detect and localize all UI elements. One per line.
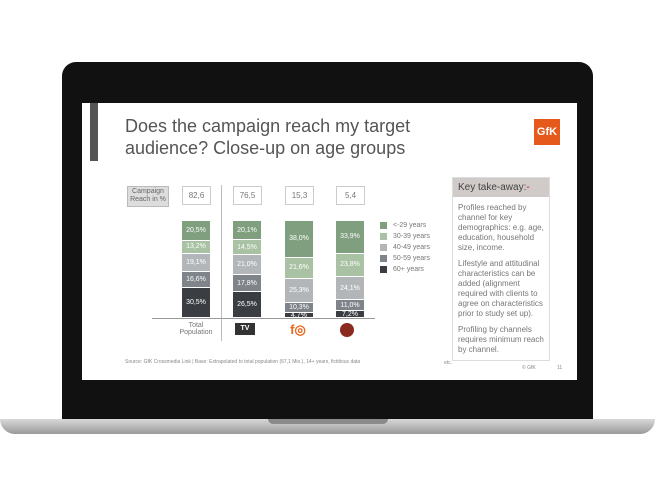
reach-value: 15,3 bbox=[285, 186, 314, 205]
etc-note: etc. bbox=[444, 360, 453, 366]
divider bbox=[221, 185, 222, 341]
legend-label: <-29 years bbox=[393, 222, 427, 229]
laptop-base bbox=[0, 419, 655, 434]
bar-segment: 11,0% bbox=[336, 300, 364, 311]
reach-value: 82,6 bbox=[182, 186, 211, 205]
legend-swatch bbox=[380, 266, 387, 273]
bar-segment: 23,8% bbox=[336, 253, 364, 277]
bar-segment: 21,6% bbox=[285, 257, 313, 279]
bar-segment: 20,5% bbox=[182, 221, 210, 241]
category-label: Total Population bbox=[179, 322, 213, 336]
bar-segment: 4,7% bbox=[285, 312, 313, 319]
legend-label: 60+ years bbox=[393, 266, 424, 273]
bar-segment: 16,6% bbox=[182, 272, 210, 289]
bar-segment: 10,3% bbox=[285, 303, 313, 314]
source-note: Source: GfK Crossmedia Link | Base: Extr… bbox=[125, 359, 361, 365]
legend-item: 60+ years bbox=[380, 266, 424, 273]
bar-segment: 33,9% bbox=[336, 221, 364, 254]
bar-segment: 26,5% bbox=[233, 292, 261, 318]
bar-segment: 19,1% bbox=[182, 253, 210, 273]
page-number: 11 bbox=[557, 365, 563, 371]
legend-label: 30-39 years bbox=[393, 233, 430, 240]
bar-segment: 21,0% bbox=[233, 254, 261, 275]
accent-bar bbox=[90, 103, 98, 161]
copyright: © GfK bbox=[522, 365, 536, 371]
x-axis bbox=[152, 318, 375, 319]
legend-label: 50-59 years bbox=[393, 255, 430, 262]
reach-value: 5,4 bbox=[336, 186, 365, 205]
legend-swatch bbox=[380, 222, 387, 229]
bar-segment: 24,1% bbox=[336, 276, 364, 301]
slide-title: Does the campaign reach my target audien… bbox=[125, 116, 411, 158]
legend-swatch bbox=[380, 244, 387, 251]
facebook-instagram-icon: f◎ bbox=[290, 322, 306, 337]
key-takeaway-box: Key take-away:- Profiles reached by chan… bbox=[452, 177, 550, 361]
bar-segment: 20,1% bbox=[233, 221, 261, 241]
legend-swatch bbox=[380, 233, 387, 240]
legend-item: 50-59 years bbox=[380, 255, 430, 262]
laptop-notch bbox=[268, 419, 388, 424]
legend-item: 30-39 years bbox=[380, 233, 430, 240]
bar-segment: 17,8% bbox=[233, 274, 261, 293]
bar-segment: 38,0% bbox=[285, 221, 313, 258]
takeaway-title: Key take-away:- bbox=[453, 178, 549, 197]
takeaway-dash: - bbox=[526, 182, 530, 193]
tv-icon: TV bbox=[235, 323, 255, 335]
gfk-logo: GfK bbox=[534, 119, 560, 145]
bar-segment: 7,2% bbox=[336, 311, 364, 318]
takeaway-paragraph: Profiling by channels requires minimum r… bbox=[458, 325, 544, 354]
legend-item: <-29 years bbox=[380, 222, 426, 229]
reach-value: 76,5 bbox=[233, 186, 262, 205]
bar-segment: 30,5% bbox=[182, 288, 210, 318]
bar-segment: 13,2% bbox=[182, 240, 210, 254]
legend-swatch bbox=[380, 255, 387, 262]
legend-item: 40-49 years bbox=[380, 244, 430, 251]
takeaway-paragraph: Lifestyle and attitudinal characteristic… bbox=[458, 259, 543, 318]
reach-label: Campaign Reach in % bbox=[127, 186, 169, 207]
bar-segment: 25,3% bbox=[285, 278, 313, 304]
bar-segment: 14,5% bbox=[233, 240, 261, 255]
legend-label: 40-49 years bbox=[393, 244, 430, 251]
globe-cursor-icon bbox=[340, 323, 354, 337]
takeaway-paragraph: Profiles reached by channel for key demo… bbox=[458, 203, 544, 252]
takeaway-title-text: Key take-away: bbox=[458, 182, 527, 193]
slide: Does the campaign reach my target audien… bbox=[82, 103, 577, 380]
